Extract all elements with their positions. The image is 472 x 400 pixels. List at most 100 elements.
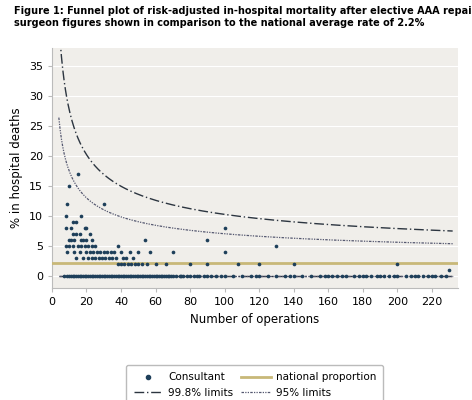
Point — [101, 273, 109, 279]
Point — [62, 225, 69, 231]
Point — [147, 273, 154, 279]
Point — [152, 261, 160, 267]
Point — [140, 273, 147, 279]
Point — [172, 273, 180, 279]
Point — [88, 243, 95, 249]
Point — [152, 273, 160, 279]
Point — [67, 237, 75, 243]
Point — [221, 225, 228, 231]
Point — [107, 249, 114, 255]
Point — [90, 249, 97, 255]
Point — [105, 255, 113, 261]
Point — [437, 273, 444, 279]
Point — [143, 273, 151, 279]
Point — [110, 249, 118, 255]
Point — [66, 243, 73, 249]
Point — [74, 243, 82, 249]
Point — [183, 273, 190, 279]
Point — [95, 273, 102, 279]
Point — [117, 249, 125, 255]
Point — [83, 273, 90, 279]
Point — [126, 249, 134, 255]
Point — [186, 261, 194, 267]
Point — [442, 273, 449, 279]
Point — [101, 255, 109, 261]
Point — [81, 225, 89, 231]
Point — [100, 249, 108, 255]
Point — [83, 237, 90, 243]
Point — [81, 243, 89, 249]
Point — [74, 171, 82, 177]
Point — [86, 249, 94, 255]
Point — [69, 243, 76, 249]
Point — [321, 273, 329, 279]
Point — [110, 273, 118, 279]
Point — [281, 273, 289, 279]
Point — [105, 273, 113, 279]
Point — [109, 255, 116, 261]
Point — [126, 273, 134, 279]
Point — [159, 273, 166, 279]
Point — [307, 273, 315, 279]
Point — [69, 219, 76, 225]
Point — [79, 237, 87, 243]
Point — [103, 273, 111, 279]
Point — [255, 261, 263, 267]
Point — [119, 255, 126, 261]
Point — [316, 273, 323, 279]
Legend: Consultant, 99.8% limits, national proportion, 95% limits: Consultant, 99.8% limits, national propo… — [126, 365, 383, 400]
Point — [66, 237, 73, 243]
Point — [112, 255, 119, 261]
Point — [129, 255, 137, 261]
Point — [168, 273, 175, 279]
Point — [88, 273, 95, 279]
Point — [207, 273, 215, 279]
Point — [71, 273, 78, 279]
Point — [98, 273, 106, 279]
Point — [76, 249, 84, 255]
Point — [446, 267, 453, 273]
Point — [273, 243, 280, 249]
Point — [117, 261, 125, 267]
Point — [414, 273, 422, 279]
Point — [203, 261, 211, 267]
Point — [77, 273, 85, 279]
Point — [407, 273, 415, 279]
Point — [273, 273, 280, 279]
Point — [221, 249, 228, 255]
Point — [112, 273, 119, 279]
Point — [148, 273, 156, 279]
Point — [177, 273, 185, 279]
Point — [93, 249, 101, 255]
Point — [114, 243, 121, 249]
Point — [79, 255, 87, 261]
Point — [190, 273, 197, 279]
Point — [142, 273, 149, 279]
Point — [390, 273, 398, 279]
Point — [72, 219, 80, 225]
Point — [373, 273, 380, 279]
Point — [255, 273, 263, 279]
Point — [221, 273, 228, 279]
Point — [164, 273, 171, 279]
Point — [72, 231, 80, 237]
Point — [77, 213, 85, 219]
Point — [385, 273, 393, 279]
Point — [77, 243, 85, 249]
Point — [142, 237, 149, 243]
Point — [64, 273, 71, 279]
Point — [90, 273, 97, 279]
Point — [135, 261, 142, 267]
Point — [96, 249, 104, 255]
Point — [66, 183, 73, 189]
Point — [203, 237, 211, 243]
Point — [420, 273, 427, 279]
Point — [131, 273, 139, 279]
Point — [96, 273, 104, 279]
Point — [64, 249, 71, 255]
Point — [376, 273, 384, 279]
Point — [150, 273, 158, 279]
Point — [176, 273, 184, 279]
Point — [179, 273, 187, 279]
Point — [91, 243, 99, 249]
